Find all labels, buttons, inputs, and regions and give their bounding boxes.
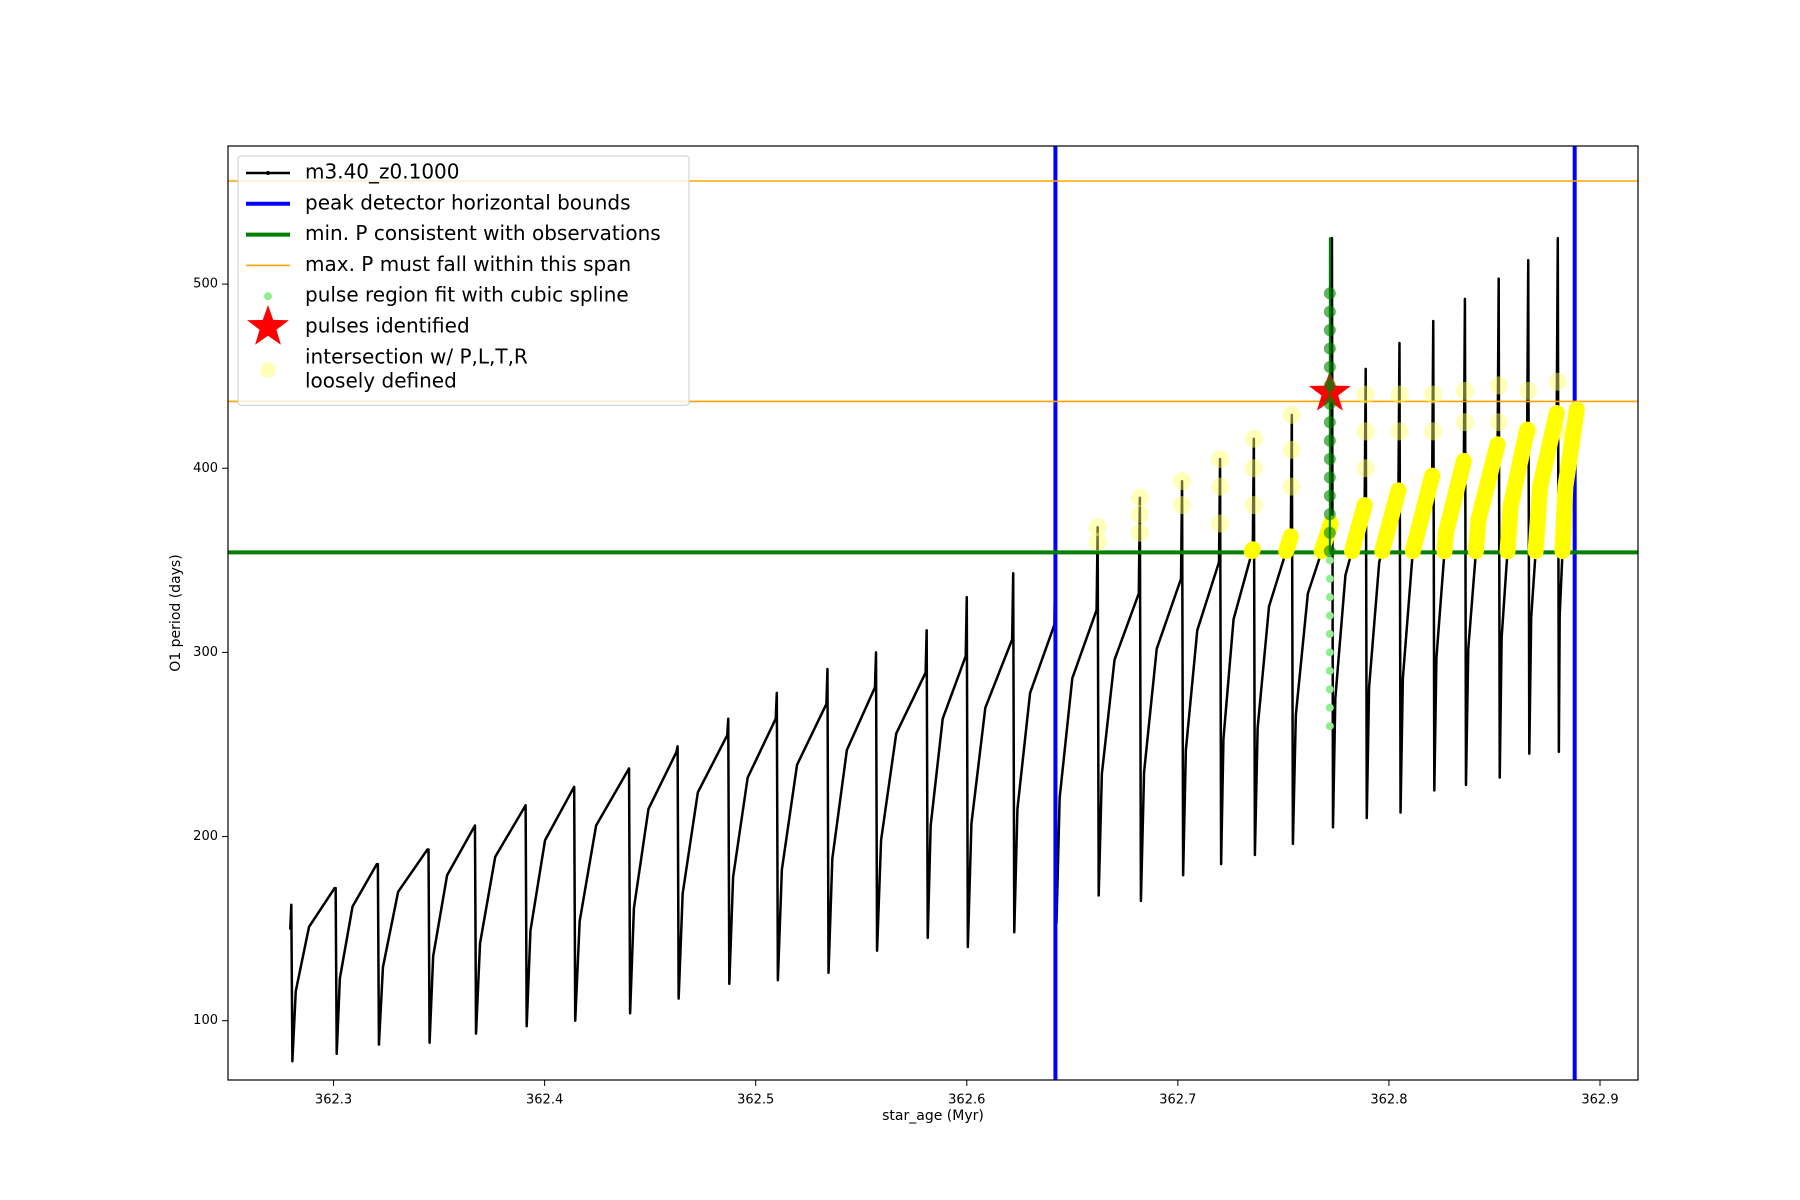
legend-label: intersection w/ P,L,T,R [305, 344, 528, 368]
scatter-point [1088, 532, 1107, 551]
legend-label: loosely defined [305, 368, 457, 392]
scatter-point [1130, 523, 1149, 542]
y-tick-label: 300 [193, 645, 218, 660]
scatter-point [1323, 397, 1336, 410]
x-tick-label: 362.8 [1370, 1093, 1407, 1108]
scatter-point [1173, 472, 1192, 491]
scatter-point [1325, 629, 1334, 638]
scatter-point [1211, 514, 1230, 533]
scatter-point [1130, 505, 1149, 524]
scatter-point [1244, 496, 1263, 515]
scatter-point [1244, 429, 1263, 448]
scatter-point [1211, 477, 1230, 496]
scatter-point [1325, 611, 1334, 620]
axes-frame [227, 145, 1639, 1081]
scatter-point [1323, 453, 1336, 466]
scatter-point [1211, 450, 1230, 469]
x-tick-label: 362.6 [948, 1093, 985, 1108]
x-tick-label: 362.5 [737, 1093, 774, 1108]
scatter-point [1424, 422, 1443, 441]
scatter-point [1455, 381, 1474, 400]
scatter-point [1323, 287, 1336, 300]
scatter-point [1323, 360, 1336, 373]
scatter-point [1323, 342, 1336, 355]
scatter-point [1325, 574, 1334, 583]
scatter-point [1323, 379, 1336, 392]
x-tick-label: 362.9 [1581, 1093, 1618, 1108]
legend-label: peak detector horizontal bounds [305, 190, 631, 214]
scatter-point [1282, 477, 1301, 496]
scatter-point [1390, 422, 1409, 441]
scatter-point [1282, 440, 1301, 459]
scatter-point [1323, 489, 1336, 502]
x-tick-label: 362.7 [1159, 1093, 1196, 1108]
scatter-point [1325, 703, 1334, 712]
scatter-point [1244, 459, 1263, 478]
scatter-point [1323, 471, 1336, 484]
y-tick-label: 200 [193, 829, 218, 844]
scatter-point [1489, 413, 1508, 432]
scatter-point [1489, 376, 1508, 395]
legend-handle [264, 292, 272, 301]
y-tick-label: 400 [193, 461, 218, 476]
scatter-point [1323, 416, 1336, 429]
legend-handle [247, 305, 289, 345]
scatter-point [1325, 685, 1334, 694]
scatter-point [1323, 434, 1336, 447]
scatter-point [1548, 372, 1567, 391]
scatter-point [1356, 422, 1375, 441]
legend-label: m3.40_z0.1000 [305, 160, 460, 184]
x-axis-label: star_age (Myr) [882, 1108, 984, 1124]
legend-label: pulse region fit with cubic spline [305, 283, 629, 307]
scatter-point [1455, 413, 1474, 432]
x-tick-label: 362.4 [526, 1093, 563, 1108]
y-tick-label: 100 [193, 1013, 218, 1028]
scatter-point [1424, 385, 1443, 404]
scatter-point [1088, 518, 1107, 537]
scatter-point [1325, 722, 1334, 731]
scatter-point [1323, 526, 1336, 539]
x-tick-label: 362.3 [315, 1093, 352, 1108]
legend-label: max. P must fall within this span [305, 252, 631, 276]
legend-box [237, 155, 690, 406]
scatter-point [1323, 305, 1336, 318]
scatter-point [1323, 324, 1336, 337]
legend-label: min. P consistent with observations [305, 221, 661, 245]
plot-area [228, 146, 1638, 1080]
scatter-point [1519, 381, 1538, 400]
y-tick-label: 500 [193, 277, 218, 292]
scatter-point [1323, 545, 1336, 558]
scatter-point [1356, 459, 1375, 478]
scatter-point [1323, 508, 1336, 521]
legend-handle [260, 362, 276, 379]
scatter-point [1130, 488, 1149, 507]
scatter-point [1356, 385, 1375, 404]
legend-marker [266, 171, 270, 175]
scatter-point [1390, 385, 1409, 404]
scatter-point [1325, 648, 1334, 657]
legend-label: pulses identified [305, 314, 470, 338]
y-axis-label: O1 period (days) [168, 554, 184, 671]
scatter-point [1325, 593, 1334, 602]
scatter-point [1325, 666, 1334, 675]
scatter-point [1325, 556, 1334, 565]
scatter-point [1173, 496, 1192, 515]
scatter-point [1282, 405, 1301, 424]
